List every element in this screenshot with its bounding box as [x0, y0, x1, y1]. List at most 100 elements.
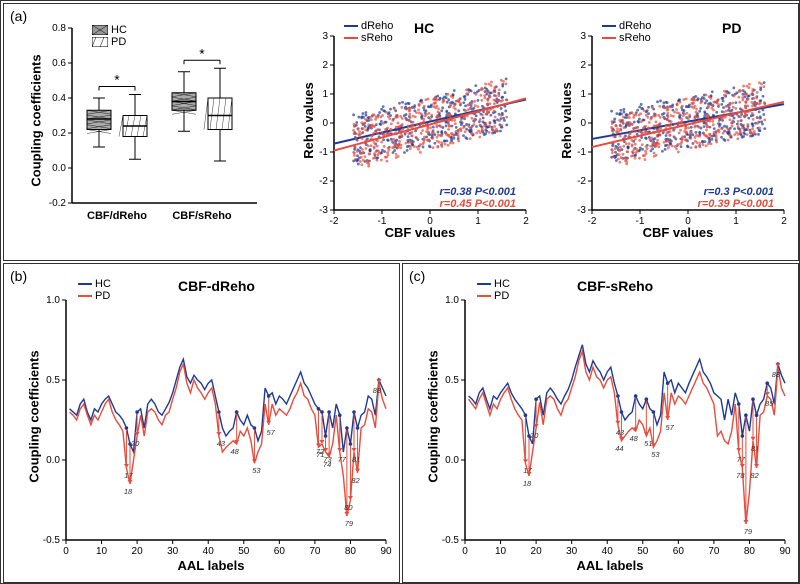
svg-text:20: 20 — [531, 546, 543, 557]
svg-text:57: 57 — [665, 423, 674, 432]
line-b-area: 0102030405060708090-0.50.00.51.017182043… — [28, 274, 394, 574]
svg-text:70: 70 — [708, 546, 720, 557]
svg-text:50: 50 — [637, 546, 649, 557]
line-c-leg-pd: PD — [477, 290, 509, 302]
scatter-pd-stat1: r=0.3 P<0.001 — [704, 186, 774, 198]
line-c-title: CBF-sReho — [577, 278, 653, 294]
panel-a-label: (a) — [10, 8, 27, 24]
scatter-pd-leg-s: sReho — [602, 32, 651, 44]
svg-text:-0.2: -0.2 — [49, 198, 67, 209]
svg-text:88: 88 — [772, 370, 781, 379]
svg-text:48: 48 — [629, 434, 638, 443]
svg-text:*: * — [199, 45, 205, 61]
scatter-pd-stat2: r=0.39 P<0.001 — [698, 198, 775, 210]
svg-text:0.5: 0.5 — [445, 375, 459, 386]
boxplot-area: -0.20.00.20.40.60.8CBF/dReho*CBF/sReho* … — [32, 18, 262, 238]
svg-text:-3: -3 — [319, 205, 328, 216]
svg-text:0.2: 0.2 — [52, 128, 66, 139]
svg-text:70: 70 — [309, 546, 321, 557]
scatter-hc-xlabel: CBF values — [304, 225, 536, 240]
svg-text:20: 20 — [130, 439, 140, 448]
svg-text:74: 74 — [323, 460, 331, 469]
line-b-title: CBF-dReho — [178, 278, 255, 294]
scatter-hc-leg-d: dReho — [344, 20, 393, 32]
svg-text:53: 53 — [651, 450, 660, 459]
svg-text:-1: -1 — [577, 147, 586, 158]
svg-text:48: 48 — [230, 447, 239, 456]
svg-text:1: 1 — [322, 89, 328, 100]
line-c-leg-hc: HC — [477, 278, 510, 290]
svg-text:3: 3 — [580, 31, 586, 42]
scatter-hc-title: HC — [414, 20, 434, 36]
svg-text:0.0: 0.0 — [46, 455, 60, 466]
boxplot-svg: -0.20.00.20.40.60.8CBF/dReho*CBF/sReho* — [32, 18, 262, 238]
scatter-hc-ylabel: Reho values — [301, 82, 316, 159]
boxplot-ylabel: Coupling coefficients — [29, 54, 44, 186]
svg-text:-1: -1 — [319, 147, 328, 158]
line-c-area: 0102030405060708090-0.50.00.51.017182043… — [427, 274, 793, 574]
svg-text:18: 18 — [124, 487, 133, 496]
svg-text:77: 77 — [737, 455, 746, 464]
panel-a: (a) -0.20.00.20.40.60.8CBF/dReho*CBF/sRe… — [3, 3, 799, 261]
panel-c: (c) 0102030405060708090-0.50.00.51.01718… — [402, 263, 799, 583]
scatter-pd-area: -2-1012-3-2-10123 Reho values CBF values… — [562, 18, 794, 238]
svg-text:30: 30 — [566, 546, 578, 557]
svg-text:78: 78 — [736, 471, 745, 480]
svg-text:1.0: 1.0 — [445, 295, 459, 306]
svg-text:57: 57 — [266, 428, 275, 437]
line-b-xlabel: AAL labels — [28, 558, 394, 573]
svg-text:43: 43 — [217, 439, 226, 448]
svg-text:79: 79 — [744, 527, 753, 536]
svg-text:80: 80 — [345, 546, 357, 557]
svg-text:0.0: 0.0 — [445, 455, 459, 466]
line-c-svg: 0102030405060708090-0.50.00.51.017182043… — [427, 274, 793, 574]
svg-text:*: * — [114, 72, 120, 88]
svg-text:0: 0 — [580, 118, 586, 129]
svg-text:2: 2 — [322, 60, 328, 71]
scatter-pd-leg-d: dReho — [602, 20, 651, 32]
svg-text:81: 81 — [751, 444, 759, 453]
svg-text:0.8: 0.8 — [52, 23, 66, 34]
svg-text:0: 0 — [322, 118, 328, 129]
svg-text:-2: -2 — [577, 176, 586, 187]
svg-text:85: 85 — [765, 399, 774, 408]
svg-text:44: 44 — [615, 444, 623, 453]
svg-text:80: 80 — [744, 546, 756, 557]
svg-text:3: 3 — [322, 31, 328, 42]
legend-hc: HC — [92, 24, 127, 36]
svg-text:82: 82 — [750, 471, 759, 480]
svg-text:20: 20 — [529, 431, 539, 440]
svg-text:60: 60 — [673, 546, 685, 557]
line-b-leg-hc: HC — [78, 278, 111, 290]
scatter-hc-area: -2-1012-3-2-10123 Reho values CBF values… — [304, 18, 536, 238]
line-b-ylabel: Coupling coefficients — [27, 350, 42, 482]
svg-text:81: 81 — [352, 455, 360, 464]
svg-text:0: 0 — [462, 546, 468, 557]
scatter-pd-ylabel: Reho values — [559, 82, 574, 159]
line-b-leg-pd: PD — [78, 290, 110, 302]
svg-text:-2: -2 — [319, 176, 328, 187]
svg-text:10: 10 — [495, 546, 507, 557]
svg-text:90: 90 — [779, 546, 791, 557]
svg-text:CBF/dReho: CBF/dReho — [87, 210, 147, 222]
svg-text:90: 90 — [380, 546, 392, 557]
svg-text:18: 18 — [523, 479, 532, 488]
svg-text:30: 30 — [167, 546, 179, 557]
svg-text:43: 43 — [616, 428, 625, 437]
svg-text:40: 40 — [602, 546, 614, 557]
panel-c-label: (c) — [409, 268, 425, 284]
svg-text:CBF/sReho: CBF/sReho — [172, 210, 232, 222]
line-b-svg: 0102030405060708090-0.50.00.51.017182043… — [28, 274, 394, 574]
svg-text:77: 77 — [338, 455, 347, 464]
svg-text:-0.5: -0.5 — [43, 535, 61, 546]
svg-text:82: 82 — [351, 476, 360, 485]
svg-text:53: 53 — [252, 466, 261, 475]
svg-text:10: 10 — [96, 546, 108, 557]
svg-text:-3: -3 — [577, 205, 586, 216]
svg-text:-0.5: -0.5 — [442, 535, 460, 546]
scatter-hc-stat2: r=0.45 P<0.001 — [440, 198, 517, 210]
scatter-hc-leg-s: sReho — [344, 32, 393, 44]
svg-text:20: 20 — [132, 546, 144, 557]
svg-text:1.0: 1.0 — [46, 295, 60, 306]
line-c-xlabel: AAL labels — [427, 558, 793, 573]
